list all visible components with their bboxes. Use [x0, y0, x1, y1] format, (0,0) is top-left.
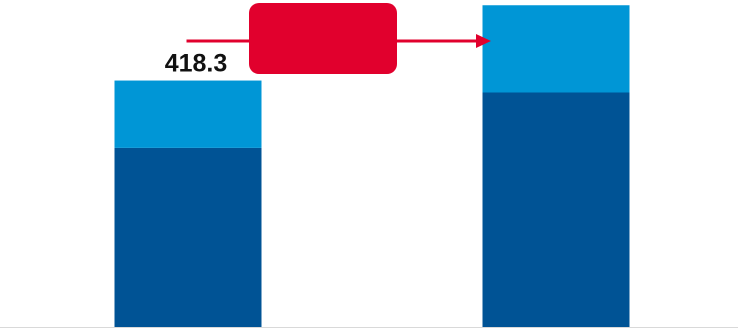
- growth-callout: [186, 3, 491, 74]
- bar-segment-top-1: [114, 80, 262, 148]
- callout-arrowhead-icon: [476, 34, 491, 48]
- total-label-2: 546.1: [533, 0, 596, 2]
- bar-segment-base-2: [482, 92, 630, 327]
- bar-segment-base-1: [114, 147, 262, 327]
- callout-box: [249, 3, 397, 74]
- total-label-1: 418.3: [165, 50, 228, 78]
- bar-segment-top-2: [482, 5, 630, 93]
- bars-group: 418.3 546.1: [114, 0, 630, 327]
